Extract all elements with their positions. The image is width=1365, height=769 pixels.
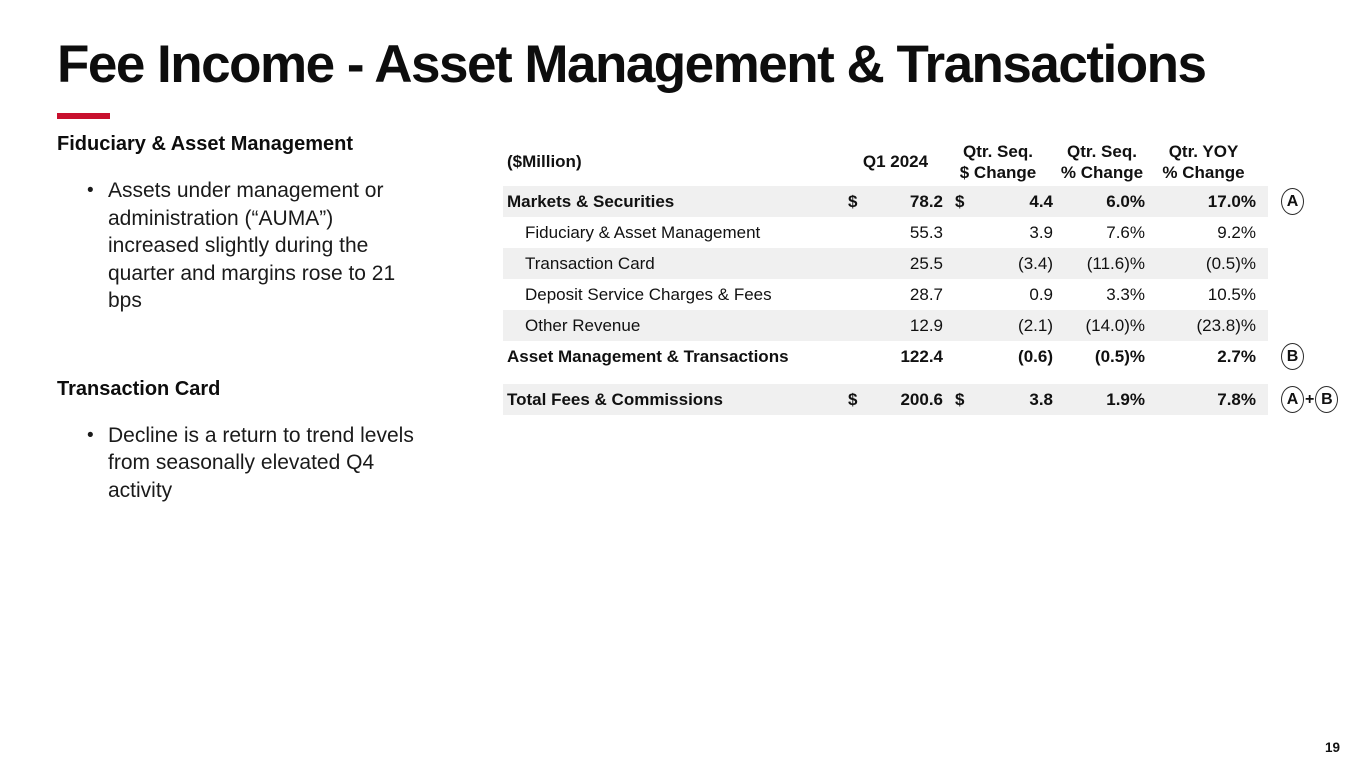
title-accent-rule — [57, 113, 110, 119]
header-line: $ Change — [959, 162, 1037, 182]
column-header-seq-dollar-change: Qtr. Seq. $ Change — [943, 141, 1053, 183]
row-label: Deposit Service Charges & Fees — [525, 284, 772, 304]
seq-pct-change: 7.6% — [1106, 222, 1145, 242]
seq-pct-change: 6.0% — [1106, 191, 1145, 211]
dollar-sign: $ — [848, 191, 858, 211]
annotation: B — [1281, 341, 1304, 372]
q1-value: 200.6 — [900, 389, 943, 409]
seq-dollar-change: 3.9 — [1029, 222, 1053, 242]
row-label: Fiduciary & Asset Management — [525, 222, 761, 242]
q1-value: 25.5 — [909, 253, 943, 273]
commentary-panel: Fiduciary & Asset Management Assets unde… — [57, 133, 487, 567]
section-heading-fiduciary: Fiduciary & Asset Management — [57, 133, 354, 155]
yoy-pct-change: 10.5% — [1207, 284, 1256, 304]
bullet-item: Assets under management or administratio… — [57, 177, 487, 315]
table-row-asset-management-transactions: Asset Management & Transactions 122.4 (0… — [503, 341, 1338, 372]
yoy-pct-change: 2.7% — [1217, 346, 1256, 366]
yoy-pct-change: 9.2% — [1217, 222, 1256, 242]
header-line: Qtr. YOY — [1168, 141, 1239, 161]
yoy-pct-change: 7.8% — [1217, 389, 1256, 409]
seq-dollar-change: 0.9 — [1029, 284, 1053, 304]
yoy-pct-change: (23.8)% — [1196, 315, 1256, 335]
table-row-transaction-card: Transaction Card 25.5 (3.4) (11.6)% (0.5… — [503, 248, 1338, 279]
yoy-pct-change: 17.0% — [1207, 191, 1256, 211]
dollar-sign: $ — [955, 389, 965, 409]
bullet-list: Assets under management or administratio… — [57, 177, 487, 315]
seq-dollar-change: (0.6) — [1018, 346, 1053, 366]
table-row-deposit-service-charges: Deposit Service Charges & Fees 28.7 0.9 … — [503, 279, 1338, 310]
seq-dollar-change: (2.1) — [1018, 315, 1053, 335]
row-label: Asset Management & Transactions — [507, 346, 789, 366]
table-row-fiduciary-asset-management: Fiduciary & Asset Management 55.3 3.9 7.… — [503, 217, 1338, 248]
header-line: Qtr. Seq. — [1067, 141, 1137, 161]
table-row-total-fees-commissions: Total Fees & Commissions $ 200.6 $ 3.8 1… — [503, 384, 1339, 415]
unit-label: ($Million) — [507, 152, 582, 171]
header-line: Qtr. Seq. — [963, 141, 1033, 161]
q1-value: 122.4 — [900, 346, 943, 366]
seq-pct-change: 1.9% — [1106, 389, 1145, 409]
page-title: Fee Income - Asset Management & Transact… — [57, 35, 1207, 94]
bullet-item: Decline is a return to trend levels from… — [57, 422, 487, 505]
column-header-seq-pct-change: Qtr. Seq. % Change — [1053, 141, 1151, 183]
seq-dollar-change: 3.8 — [1029, 389, 1053, 409]
circled-a-badge: A — [1281, 188, 1304, 215]
seq-pct-change: 3.3% — [1106, 284, 1145, 304]
plus-sign: + — [1305, 390, 1315, 408]
column-header-yoy-pct-change: Qtr. YOY % Change — [1151, 141, 1256, 183]
q1-value: 78.2 — [909, 191, 943, 211]
annotation: A — [1281, 186, 1304, 217]
bullet-list: Decline is a return to trend levels from… — [57, 422, 487, 505]
row-label: Transaction Card — [525, 253, 655, 273]
circled-a-badge: A — [1281, 386, 1304, 413]
seq-dollar-change: 4.4 — [1029, 191, 1053, 211]
row-label: Markets & Securities — [507, 191, 675, 211]
page-number: 19 — [1324, 740, 1340, 755]
seq-pct-change: (11.6)% — [1086, 253, 1145, 273]
seq-dollar-change: (3.4) — [1018, 253, 1053, 273]
row-label: Other Revenue — [525, 315, 641, 335]
q1-value: 12.9 — [909, 315, 943, 335]
table-row-markets-securities: Markets & Securities $ 78.2 $ 4.4 6.0% 1… — [503, 186, 1338, 217]
row-label: Total Fees & Commissions — [507, 389, 724, 409]
section-transaction-card: Transaction Card Decline is a return to … — [57, 378, 487, 505]
seq-pct-change: (14.0)% — [1085, 315, 1145, 335]
q1-value: 55.3 — [909, 222, 943, 242]
column-header-q1: Q1 2024 — [862, 152, 929, 171]
section-heading-transaction-card: Transaction Card — [57, 377, 221, 400]
yoy-pct-change: (0.5)% — [1205, 253, 1256, 273]
fee-income-table: ($Million) Q1 2024 Qtr. Seq. $ Change Qt… — [503, 137, 1339, 415]
table-header-row: ($Million) Q1 2024 Qtr. Seq. $ Change Qt… — [503, 137, 1268, 186]
circled-b-badge: B — [1315, 386, 1339, 413]
table-row-other-revenue: Other Revenue 12.9 (2.1) (14.0)% (23.8)% — [503, 310, 1338, 341]
seq-pct-change: (0.5)% — [1094, 346, 1145, 366]
dollar-sign: $ — [848, 389, 858, 409]
section-fiduciary: Fiduciary & Asset Management Assets unde… — [57, 133, 487, 315]
circled-b-badge: B — [1281, 343, 1304, 370]
annotation: A + B — [1281, 384, 1339, 415]
header-line: % Change — [1162, 162, 1245, 182]
header-line: % Change — [1060, 162, 1144, 182]
dollar-sign: $ — [955, 191, 965, 211]
q1-value: 28.7 — [909, 284, 943, 304]
